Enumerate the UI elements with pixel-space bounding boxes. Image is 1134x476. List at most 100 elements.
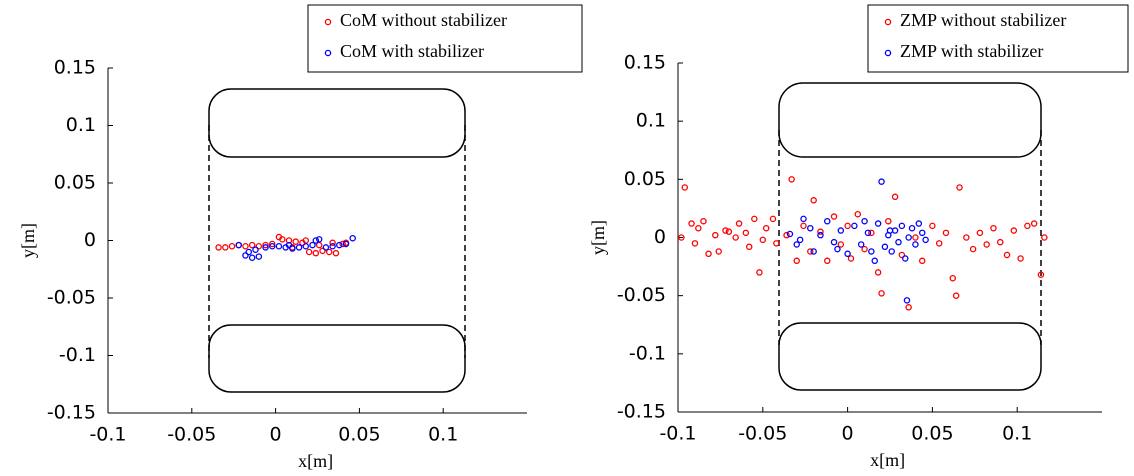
legend-label: CoM with stabilizer (340, 41, 484, 61)
legend-box (307, 4, 583, 73)
point (329, 242, 336, 250)
point (292, 238, 299, 245)
point (262, 244, 269, 251)
point (751, 215, 758, 223)
point (935, 240, 943, 247)
point (255, 253, 263, 260)
point (844, 250, 851, 258)
point (891, 193, 899, 201)
point (252, 246, 259, 253)
point (871, 257, 878, 265)
point (878, 290, 885, 297)
point (807, 248, 814, 255)
point (918, 257, 926, 265)
point (898, 222, 906, 230)
point (996, 238, 1004, 246)
point (322, 244, 330, 251)
point (823, 257, 831, 265)
point (861, 217, 868, 225)
point (800, 222, 807, 230)
y-tick-label: 0.1 (66, 114, 96, 136)
point (759, 236, 767, 244)
point (289, 245, 296, 252)
point (956, 184, 963, 191)
legend-label: CoM without stabilizer (340, 10, 507, 30)
point (861, 245, 868, 253)
point (319, 247, 326, 255)
point (796, 236, 804, 244)
point (325, 248, 333, 256)
y-tick-label: -0.1 (629, 342, 666, 364)
point (248, 241, 256, 249)
x-tick-label: -0.05 (738, 423, 787, 445)
point (285, 241, 293, 249)
point (942, 229, 950, 237)
point (312, 249, 320, 257)
point (903, 297, 911, 304)
point (864, 229, 872, 237)
x-tick-label: -0.1 (659, 423, 696, 445)
point (678, 234, 685, 241)
point (881, 243, 889, 251)
point (976, 229, 984, 237)
point (315, 236, 323, 243)
point (963, 234, 970, 241)
y-tick-label: 0.1 (636, 110, 666, 132)
point (905, 304, 912, 311)
plot: -0.1 -0.05 0 0.05 0.1-0.15-0.1-0.0500.050.10… (588, 52, 1102, 470)
y-tick-label: 0.05 (54, 172, 96, 194)
point (1041, 234, 1048, 241)
point (854, 210, 862, 218)
point (1037, 271, 1045, 278)
x-tick-label: 0.05 (338, 424, 380, 446)
point (215, 244, 222, 251)
point (788, 176, 795, 183)
foot-left-top (208, 88, 466, 158)
point (342, 240, 350, 248)
point (769, 215, 777, 223)
point (336, 241, 343, 249)
point (1030, 220, 1038, 227)
legend-label: ZMP with stabilizer (900, 41, 1043, 61)
point (793, 257, 800, 265)
point (725, 228, 733, 235)
point (857, 241, 865, 248)
point (309, 241, 316, 249)
legend-box (867, 4, 1129, 73)
x-tick-label: 0 (842, 423, 854, 445)
point (837, 241, 845, 248)
point (712, 231, 719, 239)
point (891, 227, 899, 234)
point (983, 241, 990, 248)
x-tick-label: -0.05 (167, 424, 216, 446)
y-axis-label: y[m] (588, 220, 608, 255)
point (745, 243, 753, 251)
point (349, 234, 356, 242)
point (302, 242, 310, 250)
point (242, 242, 249, 250)
point (830, 238, 838, 246)
point (305, 248, 313, 256)
x-tick-label: 0.1 (1002, 423, 1032, 445)
point (235, 241, 242, 249)
point (817, 228, 824, 235)
point (786, 230, 794, 238)
x-tick-label: 0 (270, 424, 282, 446)
legend: ZMP without stabilizer ZMP with stabilize… (867, 4, 1129, 73)
point (722, 227, 729, 234)
point (912, 241, 919, 248)
point (691, 240, 699, 247)
point (245, 248, 253, 256)
point (851, 222, 858, 230)
foot-right-top (778, 82, 1042, 158)
point (242, 252, 249, 259)
point (868, 229, 875, 237)
y-axis-label: y[m] (18, 223, 38, 258)
point (279, 236, 286, 243)
point (952, 292, 960, 299)
y-tick-label: 0 (84, 229, 96, 251)
legend-marker (324, 49, 332, 57)
legend-marker (884, 49, 892, 57)
point (847, 255, 855, 262)
point (295, 244, 303, 251)
